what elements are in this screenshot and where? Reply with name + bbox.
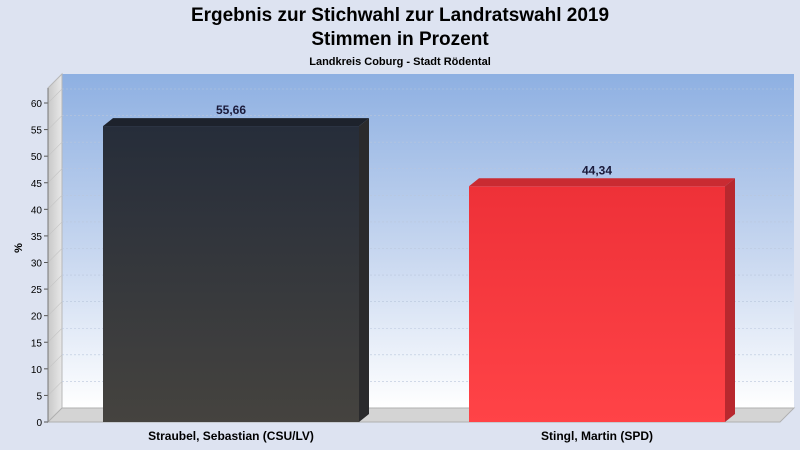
chart-caption: Landkreis Coburg - Stadt Rödental — [309, 56, 491, 68]
y-tick-label: 20 — [31, 312, 43, 323]
y-tick-label: 10 — [31, 365, 43, 376]
x-tick-label: Straubel, Sebastian (CSU/LV) — [148, 429, 314, 443]
gridline-wall — [47, 381, 63, 396]
gridline-wall — [47, 248, 63, 263]
y-tick-label: 50 — [31, 152, 43, 163]
x-tick-label: Stingl, Martin (SPD) — [541, 429, 653, 443]
y-tick-label: 0 — [36, 418, 42, 429]
y-tick-label: 5 — [36, 391, 42, 402]
plot-side-wall — [47, 72, 63, 424]
y-tick-label: 15 — [31, 338, 43, 349]
bar-top-0 — [103, 118, 369, 127]
y-tick-label: 35 — [31, 232, 43, 243]
bar-0 — [103, 126, 359, 422]
chart-subtitle: Stimmen in Prozent — [311, 29, 489, 50]
gridline-wall — [47, 221, 63, 237]
gridline-wall — [47, 141, 63, 157]
gridline-wall — [47, 195, 63, 210]
bar-side-0 — [359, 118, 369, 422]
y-tick-label: 40 — [31, 205, 43, 216]
gridline-wall — [47, 274, 63, 290]
bar-1 — [469, 186, 725, 422]
y-tick-label: 45 — [31, 179, 43, 190]
value-label: 44,34 — [582, 163, 612, 177]
y-tick-label: 60 — [31, 99, 43, 110]
chart-title: Ergebnis zur Stichwahl zur Landratswahl … — [190, 5, 610, 26]
value-label: 55,66 — [216, 103, 246, 117]
chart-header: Ergebnis zur Stichwahl zur Landratswahl … — [0, 0, 800, 70]
bar-side-1 — [725, 178, 735, 422]
gridline-wall — [47, 328, 63, 343]
y-tick-label: 55 — [31, 126, 43, 137]
gridline-wall — [47, 354, 63, 370]
gridline-wall — [47, 168, 63, 183]
gridline-wall — [47, 115, 63, 130]
y-tick-label: 25 — [31, 285, 43, 296]
gridline-wall — [47, 88, 63, 104]
y-axis-label: % — [13, 243, 25, 253]
y-tick-label: 30 — [31, 259, 43, 270]
gridline-wall — [47, 301, 63, 316]
bar-top-1 — [469, 178, 735, 187]
